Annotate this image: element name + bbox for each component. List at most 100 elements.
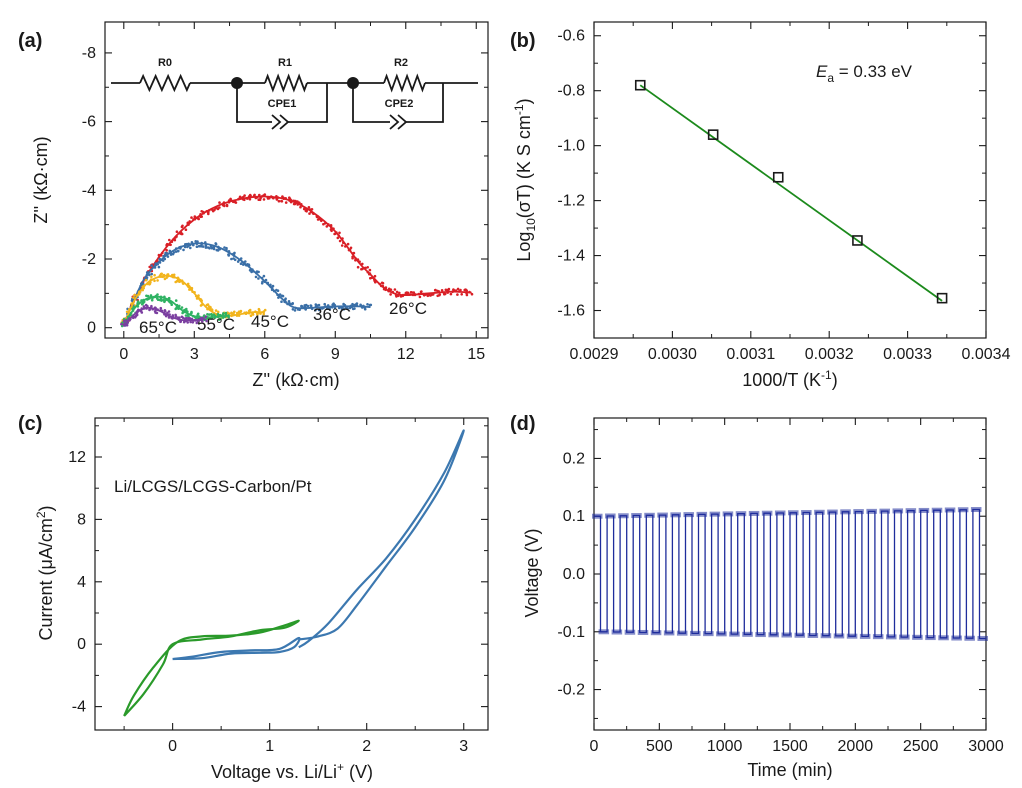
data-point-55°C — [216, 312, 220, 316]
label-cpe2: CPE2 — [385, 98, 414, 110]
plateau-top — [944, 507, 956, 513]
data-point-45°C — [187, 285, 191, 288]
data-point-36°C — [199, 244, 202, 248]
panel-d-data — [592, 507, 988, 641]
data-point-26°C — [395, 290, 399, 294]
data-point-65°C — [120, 322, 123, 326]
data-point-26°C — [399, 295, 403, 298]
data-point-26°C — [310, 208, 314, 211]
data-point-26°C — [230, 199, 233, 202]
data-point-26°C — [262, 198, 266, 201]
data-point-36°C — [333, 303, 337, 307]
data-point-26°C — [275, 195, 278, 198]
plateau-top — [879, 508, 890, 514]
plateau-bottom — [807, 632, 819, 638]
wire — [288, 83, 328, 123]
data-point-55°C — [192, 314, 195, 318]
data-point-65°C — [190, 317, 194, 321]
panel-a-data: 26°C36°C45°C55°C65°C — [120, 193, 474, 337]
data-point-45°C — [195, 297, 199, 300]
x-tick-label: 0.0030 — [648, 346, 697, 363]
data-point-65°C — [164, 310, 167, 313]
plateau-top — [618, 513, 629, 519]
data-point-36°C — [153, 266, 157, 269]
data-point-45°C — [180, 279, 184, 283]
data-point-55°C — [154, 295, 157, 299]
data-point-36°C — [333, 306, 337, 310]
data-point-45°C — [148, 283, 151, 286]
plateau-bottom — [872, 634, 884, 640]
plateau-top — [761, 510, 773, 516]
data-point-36°C — [276, 293, 279, 297]
data-point-65°C — [125, 323, 129, 327]
data-point-26°C — [460, 293, 464, 296]
y-tick-label: -1.0 — [557, 138, 585, 155]
data-point-36°C — [284, 301, 288, 304]
activation-energy-annotation: Ea = 0.33 eV — [816, 62, 913, 85]
data-point-26°C — [170, 240, 174, 244]
data-point-45°C — [249, 314, 253, 318]
data-point-36°C — [300, 304, 303, 308]
data-point-36°C — [163, 257, 167, 261]
data-point-45°C — [162, 273, 166, 277]
data-point-26°C — [157, 253, 161, 257]
data-point-26°C — [336, 236, 340, 240]
data-point-45°C — [247, 311, 251, 315]
x-tick-label: 1500 — [772, 738, 808, 755]
data-point-55°C — [214, 315, 217, 318]
data-point-26°C — [413, 293, 417, 297]
plateau-bottom — [977, 635, 988, 641]
data-point-55°C — [197, 315, 201, 318]
data-point-55°C — [156, 293, 159, 296]
data-point-26°C — [211, 209, 215, 213]
data-point-26°C — [329, 224, 333, 227]
data-point-26°C — [356, 265, 360, 269]
data-point-36°C — [289, 302, 292, 306]
data-point-36°C — [342, 308, 346, 311]
data-point-square — [772, 171, 784, 183]
data-point-26°C — [284, 201, 288, 204]
data-point-26°C — [218, 201, 221, 204]
plateau-top — [748, 510, 760, 516]
data-point-45°C — [263, 308, 267, 312]
panel-c-label: (c) — [18, 413, 42, 435]
data-point-36°C — [280, 294, 284, 298]
data-point-36°C — [169, 253, 173, 256]
data-point-65°C — [124, 319, 128, 322]
data-point-65°C — [171, 315, 175, 319]
data-point-45°C — [172, 273, 176, 277]
y-tick-label: 4 — [77, 574, 86, 591]
y-tick-label: -1.4 — [557, 248, 585, 265]
plateau-top — [788, 510, 799, 516]
y-tick-label: -0.6 — [557, 28, 585, 45]
data-point-65°C — [150, 304, 153, 308]
data-point-36°C — [260, 282, 264, 285]
data-point-26°C — [344, 245, 347, 248]
data-point-65°C — [135, 313, 139, 316]
data-point-36°C — [156, 263, 159, 266]
panel-b-data — [634, 79, 948, 304]
data-point-26°C — [208, 209, 211, 212]
data-point-36°C — [195, 245, 199, 248]
y-tick-label: 0.0 — [563, 566, 585, 583]
cv-curve-green-loop — [123, 619, 300, 717]
data-point-36°C — [233, 258, 237, 262]
x-tick-label: 6 — [260, 346, 269, 363]
data-point-square — [852, 235, 863, 246]
data-point-55°C — [155, 297, 159, 300]
data-point-55°C — [136, 300, 140, 303]
panel-c-data — [123, 429, 465, 717]
data-point-45°C — [239, 309, 243, 313]
data-point-45°C — [141, 288, 144, 292]
data-point-65°C — [184, 319, 188, 323]
x-tick-label: 0.0032 — [805, 346, 854, 363]
data-point-65°C — [156, 308, 159, 311]
data-point-26°C — [186, 221, 190, 225]
data-point-26°C — [161, 251, 164, 255]
data-point-45°C — [133, 293, 136, 297]
data-point-26°C — [289, 200, 293, 204]
plateau-bottom — [676, 630, 688, 636]
data-point-26°C — [193, 217, 197, 221]
data-point-36°C — [320, 307, 324, 310]
data-point-26°C — [282, 197, 286, 200]
